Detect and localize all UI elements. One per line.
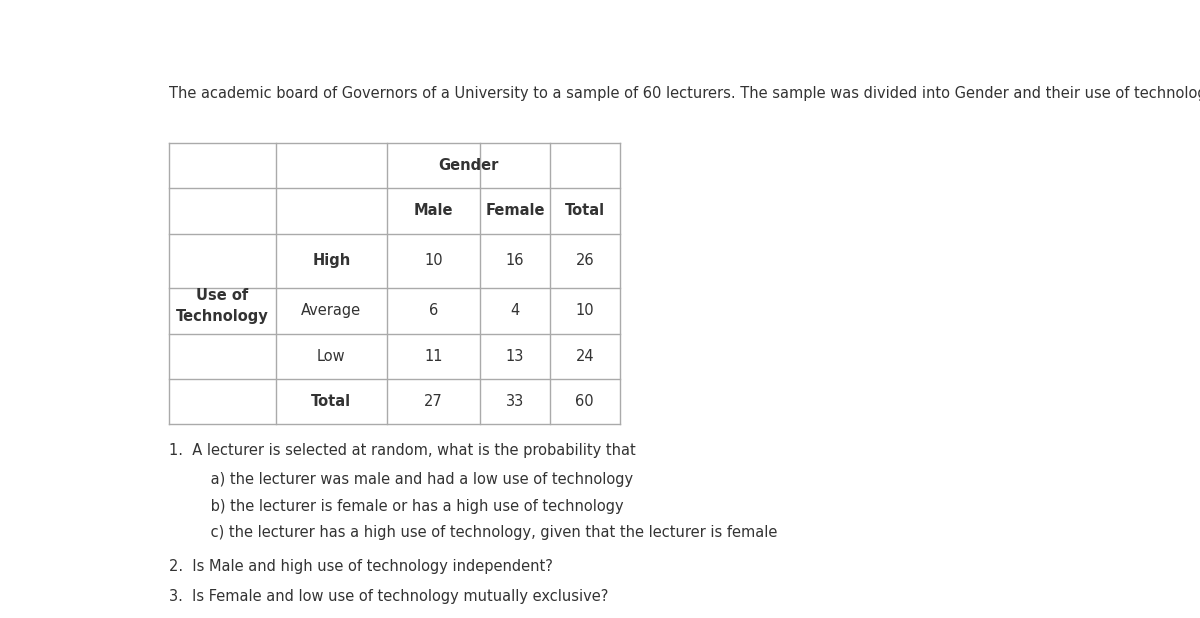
Text: Total: Total [565,203,605,219]
Text: b) the lecturer is female or has a high use of technology: b) the lecturer is female or has a high … [168,499,623,514]
Text: 2.  Is Male and high use of technology independent?: 2. Is Male and high use of technology in… [168,559,552,574]
Text: Use of: Use of [196,288,248,303]
Text: 10: 10 [576,303,594,318]
Text: Total: Total [311,394,352,409]
Text: Technology: Technology [175,309,269,324]
Text: The academic board of Governors of a University to a sample of 60 lecturers. The: The academic board of Governors of a Uni… [168,86,1200,101]
Text: 27: 27 [425,394,443,409]
Text: Female: Female [485,203,545,219]
Text: Male: Male [414,203,454,219]
Text: 6: 6 [430,303,438,318]
Text: c) the lecturer has a high use of technology, given that the lecturer is female: c) the lecturer has a high use of techno… [168,525,776,540]
Text: 1.  A lecturer is selected at random, what is the probability that: 1. A lecturer is selected at random, wha… [168,443,635,458]
Text: Average: Average [301,303,361,318]
Text: 33: 33 [506,394,524,409]
Text: 24: 24 [576,349,594,363]
Text: Gender: Gender [438,158,499,173]
Text: 10: 10 [425,253,443,268]
Text: 3.  Is Female and low use of technology mutually exclusive?: 3. Is Female and low use of technology m… [168,588,608,604]
Text: Low: Low [317,349,346,363]
Text: a) the lecturer was male and had a low use of technology: a) the lecturer was male and had a low u… [168,472,632,488]
Text: 13: 13 [506,349,524,363]
Text: 16: 16 [505,253,524,268]
Text: 11: 11 [425,349,443,363]
Text: 60: 60 [576,394,594,409]
Text: 26: 26 [576,253,594,268]
Text: 4: 4 [510,303,520,318]
Text: High: High [312,253,350,268]
